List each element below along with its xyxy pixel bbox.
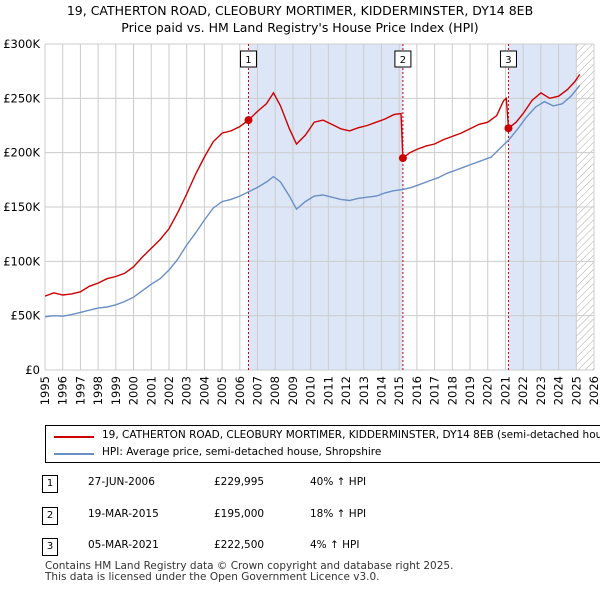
x-tick-label: 2010 bbox=[304, 376, 318, 405]
x-tick-label: 2004 bbox=[197, 376, 211, 405]
x-tick-label: 2012 bbox=[339, 376, 353, 405]
x-tick-label: 2022 bbox=[516, 376, 530, 405]
y-tick-label: £300K bbox=[3, 37, 40, 51]
y-tick-label: £100K bbox=[3, 254, 40, 268]
x-tick-label: 2017 bbox=[428, 376, 442, 405]
title-line-2: Price paid vs. HM Land Registry's House … bbox=[121, 20, 479, 35]
table-row: 2 19-MAR-2015 £195,000 18% ↑ HPI bbox=[0, 507, 600, 525]
x-tick-label: 1996 bbox=[56, 376, 70, 405]
x-tick-label: 2011 bbox=[321, 376, 335, 405]
x-tick-label: 2005 bbox=[215, 376, 229, 405]
price-chart: 1 2 3 £0 £50K £100K £150K £200K £250K £300K 1995 19… bbox=[3, 37, 600, 405]
y-tick-label: £150K bbox=[3, 200, 40, 214]
x-tick-label: 2009 bbox=[286, 376, 300, 405]
x-tick-label: 1998 bbox=[91, 376, 105, 405]
x-tick-label: 2003 bbox=[180, 376, 194, 405]
sale-hpi-diff: 18% ↑ HPI bbox=[310, 508, 367, 520]
legend: 19, CATHERTON ROAD, CLEOBURY MORTIMER, K… bbox=[45, 425, 600, 463]
x-tick-label: 2008 bbox=[268, 376, 282, 405]
sale-marker-box-3 bbox=[499, 50, 517, 68]
title-line-1: 19, CATHERTON ROAD, CLEOBURY MORTIMER, K… bbox=[66, 3, 534, 18]
x-tick-label: 2007 bbox=[251, 376, 265, 405]
sale-date: 05-MAR-2021 bbox=[88, 539, 159, 551]
table-row: 1 27-JUN-2006 £229,995 40% ↑ HPI bbox=[0, 475, 600, 493]
x-tick-label: 2001 bbox=[144, 376, 158, 405]
sale-price: £222,500 bbox=[214, 539, 265, 551]
x-tick-label: 2024 bbox=[552, 376, 566, 405]
sale-point-1 bbox=[244, 116, 253, 125]
price-paid-line bbox=[45, 73, 581, 297]
sale-number-badge: 3 bbox=[42, 538, 58, 556]
x-tick-label: 2013 bbox=[357, 376, 371, 405]
sale-number-badge: 1 bbox=[42, 475, 58, 493]
x-tick-label: 2021 bbox=[498, 376, 512, 405]
y-tick-label: £50K bbox=[11, 309, 41, 323]
y-tick-label: £200K bbox=[3, 146, 40, 160]
footer: Contains HM Land Registry data © Crown c… bbox=[45, 561, 453, 583]
x-tick-label: 2014 bbox=[374, 376, 388, 405]
footer-line-2: This data is licensed under the Open Gov… bbox=[45, 571, 380, 583]
hpi-line bbox=[45, 84, 581, 318]
x-tick-label: 2015 bbox=[392, 376, 406, 405]
x-tick-label: 2020 bbox=[481, 376, 495, 405]
x-tick-label: 2006 bbox=[233, 376, 247, 405]
sale-date: 19-MAR-2015 bbox=[88, 508, 159, 520]
x-tick-label: 2026 bbox=[587, 376, 600, 405]
x-tick-label: 2023 bbox=[534, 376, 548, 405]
sale-date: 27-JUN-2006 bbox=[88, 476, 155, 488]
x-tick-label: 1999 bbox=[109, 376, 123, 405]
sale-hpi-diff: 4% ↑ HPI bbox=[310, 539, 360, 551]
x-tick-label: 2025 bbox=[569, 376, 583, 405]
table-row: 3 05-MAR-2021 £222,500 4% ↑ HPI bbox=[0, 538, 600, 556]
sale-hpi-diff: 40% ↑ HPI bbox=[310, 476, 367, 488]
sale-price: £195,000 bbox=[214, 508, 265, 520]
legend-label-hpi: HPI: Average price, semi-detached house,… bbox=[102, 446, 382, 458]
legend-swatch-price bbox=[54, 436, 94, 438]
sale-number-badge: 2 bbox=[42, 507, 58, 525]
legend-label-price: 19, CATHERTON ROAD, CLEOBURY MORTIMER, K… bbox=[102, 429, 600, 441]
x-tick-label: 2016 bbox=[410, 376, 424, 405]
y-tick-label: £250K bbox=[3, 91, 40, 105]
sale-price: £229,995 bbox=[214, 476, 265, 488]
x-tick-label: 2018 bbox=[445, 376, 459, 405]
sale-marker-label-2: 2 bbox=[400, 55, 406, 66]
sale-marker-label-1: 1 bbox=[245, 55, 251, 66]
x-tick-label: 2002 bbox=[162, 376, 176, 405]
y-tick-label: £0 bbox=[25, 363, 40, 377]
x-tick-label: 1995 bbox=[38, 376, 52, 405]
sale-marker-box-1 bbox=[239, 50, 257, 68]
x-tick-label: 2000 bbox=[127, 376, 141, 405]
footer-line-1: Contains HM Land Registry data © Crown c… bbox=[45, 560, 454, 572]
sale-point-3 bbox=[504, 124, 513, 133]
legend-swatch-hpi bbox=[54, 453, 94, 455]
sale-point-2 bbox=[398, 154, 407, 163]
x-tick-label: 2019 bbox=[463, 376, 477, 405]
sale-marker-label-3: 3 bbox=[505, 55, 511, 66]
x-tick-label: 1997 bbox=[73, 376, 87, 405]
chart-title: 19, CATHERTON ROAD, CLEOBURY MORTIMER, K… bbox=[0, 2, 600, 36]
sale-marker-box-2 bbox=[394, 50, 412, 68]
